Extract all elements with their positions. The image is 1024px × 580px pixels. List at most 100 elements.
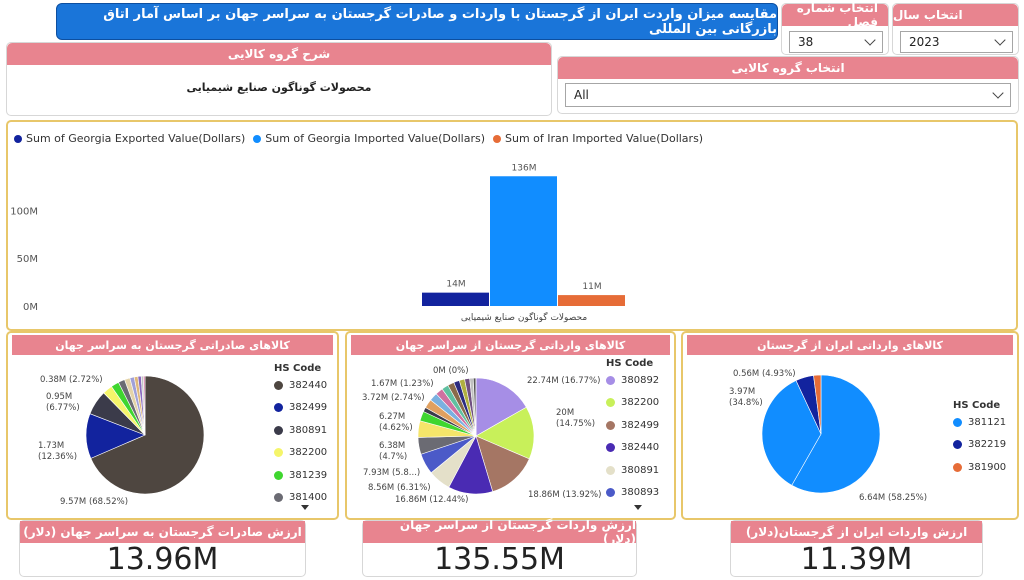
legend-dot-icon	[274, 470, 283, 480]
report-title: مقایسه میزان واردت ایران از گرجستان با و…	[56, 3, 778, 40]
legend-item[interactable]: 381121	[953, 411, 1006, 434]
year-dropdown[interactable]: 2023	[900, 31, 1013, 53]
chevron-down-icon	[994, 34, 1006, 46]
legend-dot-icon	[953, 417, 962, 427]
legend-dot-icon	[253, 134, 262, 143]
bar-chart: 0M 50M 100M 14M 136M 11M محصولات گوناگون صنایع…	[10, 163, 625, 323]
legend-dot-icon	[14, 134, 22, 143]
chevron-down-icon	[864, 34, 876, 46]
group-description-value: محصولات گوناگون صنایع شیمیایی	[186, 81, 372, 94]
pie-slice[interactable]	[90, 375, 205, 495]
pie-data-label: 18.86M (13.92%)	[528, 490, 601, 500]
pie-slice[interactable]	[791, 374, 881, 494]
legend-iran-imported[interactable]: Sum of Iran Imported Value(Dollars)	[493, 132, 703, 145]
year-slicer: انتخاب سال 2023	[892, 3, 1019, 55]
legend-item[interactable]: 380891	[606, 459, 659, 482]
pie-data-label: (14.75%)	[556, 419, 595, 429]
legend-dot-icon	[953, 440, 962, 450]
pie-data-label: 1.67M (1.23%)	[371, 379, 434, 389]
iran-kpi-card: ارزش واردات ایران از گرجستان(دلار) 11.39…	[730, 520, 983, 577]
bar-data-label: 136M	[512, 163, 537, 173]
report-title-text: مقایسه میزان واردت ایران از گرجستان با و…	[103, 6, 777, 37]
pie-data-label: 1.73M	[38, 441, 64, 451]
pie-data-label: 20M	[556, 408, 574, 418]
group-description-label: شرح گروه کالایی	[7, 43, 551, 65]
pie-data-label: 0.38M (2.72%)	[40, 375, 103, 385]
iran-pie-panel: کالاهای وارداتی ایران از گرجستان 6.64M (…	[681, 331, 1019, 520]
pie-slice[interactable]	[475, 377, 527, 437]
legend-item[interactable]: 381239	[274, 464, 327, 487]
pie-data-label: 7.93M (5.8...)	[363, 468, 420, 478]
pie-data-label: 9.57M (68.52%)	[60, 497, 128, 507]
legend-item[interactable]: 380892	[606, 369, 659, 392]
legend-item[interactable]: 382200	[606, 392, 659, 415]
pie-data-label: 0.95M	[46, 392, 72, 402]
legend-dot-icon	[606, 488, 615, 498]
legend-item[interactable]: 381900	[953, 456, 1006, 479]
legend-item[interactable]: 382219	[953, 434, 1006, 457]
export-pie-chart: 9.57M (68.52%) 1.73M(12.36%) 0.95M(6.77%) 0…	[38, 375, 205, 507]
legend-dot-icon	[274, 380, 283, 390]
y-tick-label: 50M	[17, 254, 38, 265]
chevron-down-icon	[992, 87, 1004, 99]
legend-dot-icon	[606, 375, 615, 385]
legend-dot-icon	[606, 465, 615, 475]
legend-dot-icon	[274, 403, 283, 413]
y-tick-label: 0M	[23, 302, 38, 313]
pie-data-label: 3.97M	[729, 387, 755, 397]
group-description-card: شرح گروه کالایی محصولات گوناگون صنایع شی…	[6, 42, 552, 116]
legend-dot-icon	[953, 462, 962, 472]
legend-title: HS Code	[606, 358, 654, 369]
pie-data-label: 22.74M (16.77%)	[527, 376, 600, 386]
bar[interactable]	[490, 176, 557, 306]
import-kpi-value: 135.55M	[434, 542, 565, 577]
y-tick-label: 100M	[10, 206, 38, 217]
legend-dot-icon	[274, 425, 283, 435]
legend-title: HS Code	[953, 400, 1001, 411]
pie-data-label: (6.77%)	[46, 403, 80, 413]
scroll-down-icon[interactable]	[301, 505, 309, 510]
legend-item[interactable]: 381400	[274, 487, 327, 510]
pie-data-label: 6.38M	[379, 441, 405, 451]
legend-item[interactable]: 382440	[274, 374, 327, 397]
pie-data-label: 0.56M (4.93%)	[733, 369, 796, 379]
legend-dot-icon	[606, 420, 615, 430]
group-dropdown[interactable]: All	[565, 83, 1011, 107]
legend-item[interactable]: 382200	[274, 442, 327, 465]
legend-dot-icon	[606, 398, 615, 408]
bar[interactable]	[558, 295, 625, 306]
import-pie-legend: HS Code 380892 382200 382499 382440 380891 38…	[606, 358, 659, 504]
legend-item[interactable]: 380893	[606, 482, 659, 505]
import-pie-title: کالاهای وارداتی گرجستان از سراسر جهان	[351, 335, 670, 355]
pie-data-label: 0M (0%)	[433, 366, 469, 376]
legend-item[interactable]: 382440	[606, 437, 659, 460]
import-kpi-label: ارزش واردات گرجستان از سراسر جهان (دلار)	[363, 518, 636, 546]
import-kpi-card: ارزش واردات گرجستان از سراسر جهان (دلار)…	[362, 518, 637, 577]
pie-data-label: 3.72M (2.74%)	[362, 393, 425, 403]
export-kpi-label: ارزش صادرات گرجستان به سراسر جهان (دلار)	[20, 521, 305, 543]
legend-item[interactable]: 380891	[274, 419, 327, 442]
bar[interactable]	[422, 292, 489, 306]
export-pie-legend: HS Code 382440 382499 380891 382200 381239 38…	[274, 363, 327, 509]
chapter-dropdown[interactable]: 38	[789, 31, 883, 53]
iran-kpi-value: 11.39M	[800, 542, 913, 577]
pie-data-label: (4.7%)	[379, 452, 407, 462]
legend-georgia-imported[interactable]: Sum of Georgia Imported Value(Dollars)	[253, 132, 485, 145]
legend-item[interactable]: 382499	[274, 397, 327, 420]
legend-georgia-exported[interactable]: Sum of Georgia Exported Value(Dollars)	[14, 132, 245, 145]
pie-data-label: (34.8%)	[729, 398, 763, 408]
pie-slice[interactable]	[813, 374, 822, 435]
pie-data-label: 8.56M (6.31%)	[368, 483, 431, 493]
pie-data-label: 6.27M	[379, 412, 405, 422]
pie-data-label: (12.36%)	[38, 452, 77, 462]
legend-dot-icon	[274, 448, 283, 458]
group-slicer-label: انتخاب گروه کالایی	[558, 57, 1018, 79]
pie-slice[interactable]	[143, 375, 146, 436]
iran-kpi-label: ارزش واردات ایران از گرجستان(دلار)	[731, 521, 982, 543]
pie-slice[interactable]	[475, 406, 535, 460]
legend-item[interactable]: 382499	[606, 414, 659, 437]
pie-slice[interactable]	[761, 380, 822, 486]
pie-data-label: (4.62%)	[379, 423, 413, 433]
import-pie-panel: کالاهای وارداتی گرجستان از سراسر جهان 22…	[345, 331, 676, 520]
scroll-down-icon[interactable]	[634, 505, 642, 510]
